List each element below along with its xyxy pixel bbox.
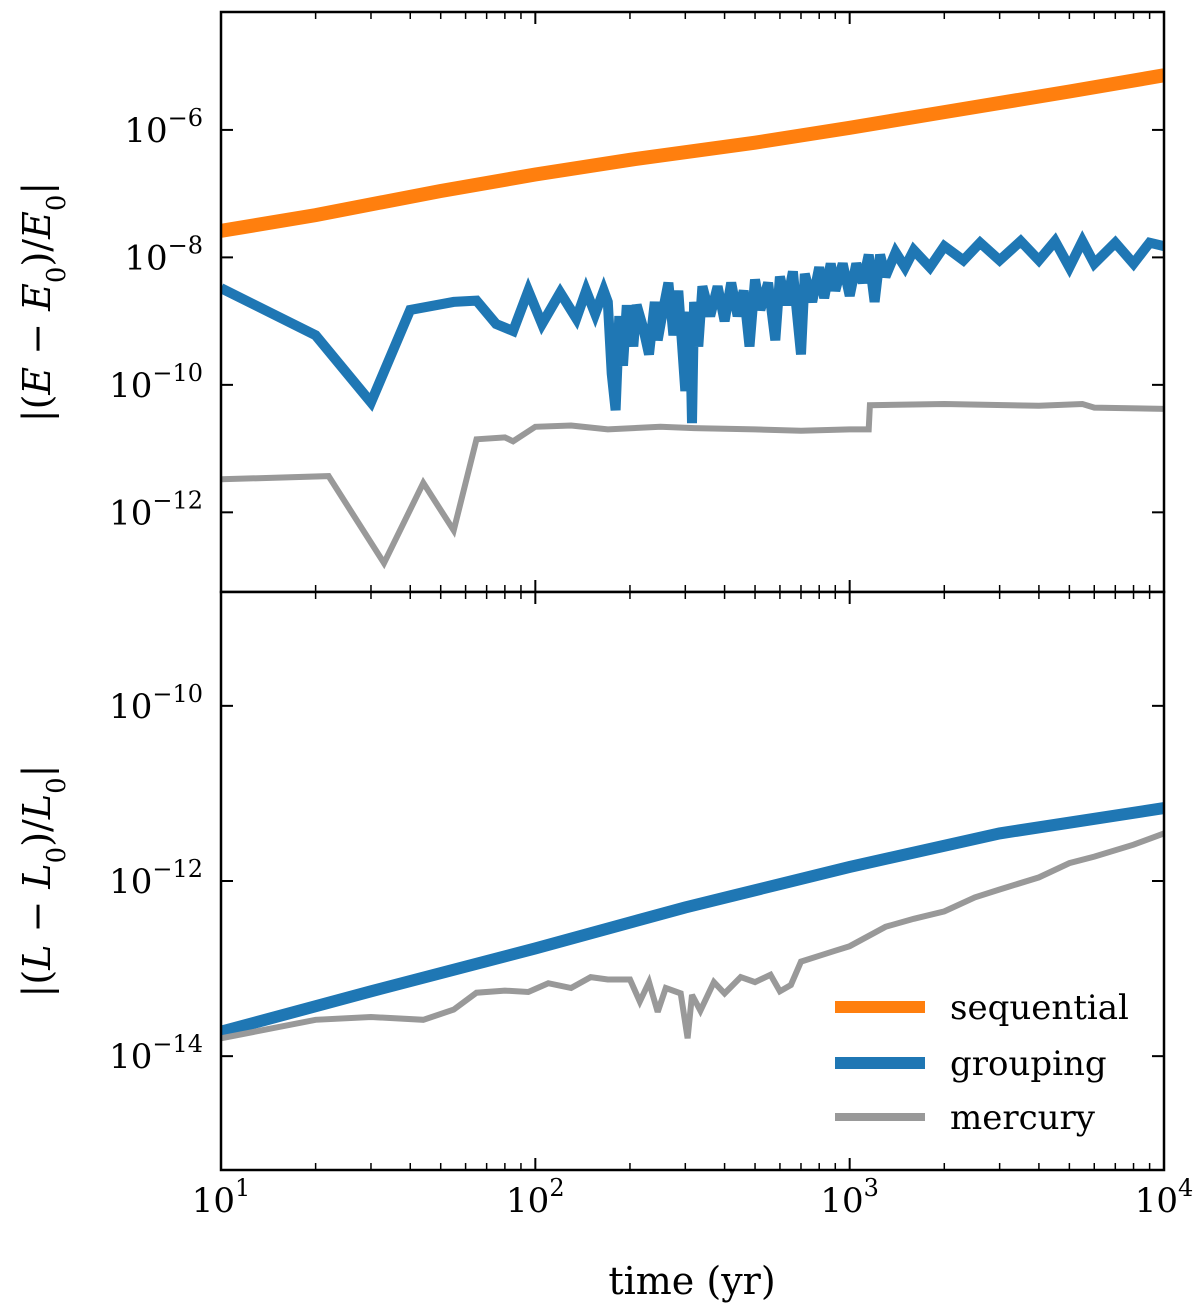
y-tick-label: 10−10 — [109, 680, 203, 727]
y-tick-label: 10−14 — [109, 1030, 203, 1077]
x-tick-label: 103 — [820, 1174, 879, 1221]
series-line-mercury — [221, 830, 1164, 1042]
top-panel: 10−6 10−8 10−10 10−12 |(E − E0)/E0| — [15, 10, 1166, 594]
x-axis-label: time (yr) — [608, 1259, 775, 1303]
x-tick-label: 102 — [506, 1174, 565, 1221]
bottom-panel-background — [221, 592, 1164, 1170]
bottom-y-ticks: 10−10 10−12 10−14 — [109, 680, 1164, 1077]
y-tick-label: 10−10 — [109, 359, 203, 406]
bottom-series — [221, 802, 1164, 1042]
y-tick-label: 10−8 — [124, 231, 203, 278]
y-tick-label: 10−12 — [109, 486, 203, 533]
legend-label-mercury: mercury — [950, 1098, 1096, 1138]
series-line-mercury — [221, 400, 1164, 570]
legend: sequential grouping mercury — [835, 988, 1129, 1138]
bottom-panel-frame — [219, 590, 1166, 1172]
bottom-panel: 10−10 10−12 10−14 101 102 103 104 |(L − L0)/L… — [15, 590, 1194, 1303]
x-tick-label: 104 — [1135, 1174, 1194, 1221]
series-line-grouping — [221, 230, 1164, 424]
top-series — [221, 68, 1164, 570]
top-y-axis-label: |(E − E0)/E0| — [15, 182, 72, 422]
bottom-y-axis-label: |(L − L0)/L0| — [15, 765, 72, 998]
y-tick-label: 10−6 — [124, 104, 203, 151]
y-tick-label: 10−12 — [109, 855, 203, 902]
x-tick-label: 101 — [192, 1174, 251, 1221]
legend-label-grouping: grouping — [950, 1044, 1107, 1084]
series-line-sequential — [221, 68, 1164, 238]
top-y-ticks: 10−6 10−8 10−10 10−12 — [109, 104, 1164, 533]
legend-label-sequential: sequential — [950, 988, 1129, 1028]
bottom-x-ticks: 101 102 103 104 — [192, 1174, 1194, 1221]
series-line-grouping — [221, 802, 1164, 1038]
